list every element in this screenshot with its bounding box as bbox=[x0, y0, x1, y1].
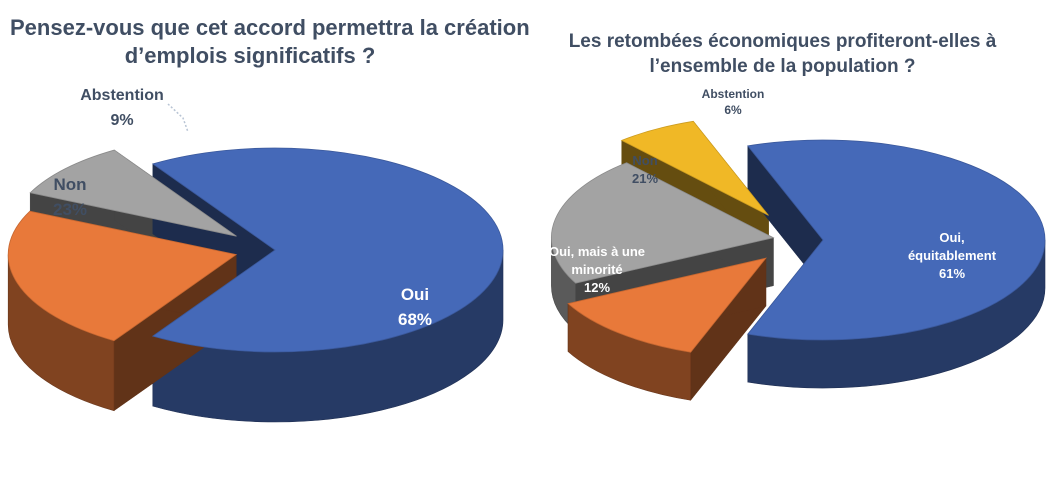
slice-value-label: 21% bbox=[632, 171, 658, 186]
chart-title-retombees: Les retombées économiques profiteront-el… bbox=[555, 30, 1010, 79]
slice-value-label: 12% bbox=[584, 280, 610, 295]
pie-labels: Oui, équitablement 61% Oui, mais à une minor… bbox=[549, 87, 997, 295]
pie-slice-oui-mais-a-une-minorite bbox=[567, 257, 767, 353]
chart-title-line: d’emplois significatifs ? bbox=[124, 43, 376, 69]
slice-category-label: Oui bbox=[401, 285, 429, 304]
slice-value-label: 9% bbox=[110, 112, 133, 129]
slice-category-label: Oui, mais à une bbox=[549, 244, 645, 259]
abstention-leader-line bbox=[167, 103, 189, 133]
chart-title-line: Les retombées économiques profiteront-el… bbox=[568, 31, 997, 52]
slice-value-label: 68% bbox=[398, 310, 432, 329]
slice-value-label: 6% bbox=[724, 103, 742, 117]
slice-category-label: Oui, bbox=[939, 230, 964, 245]
pie-slice-oui bbox=[151, 147, 504, 353]
slice-category-label: Non bbox=[632, 153, 657, 168]
pie-slice-non bbox=[7, 210, 238, 342]
pie-chart-2: Oui, équitablement 61% Oui, mais à une minor… bbox=[549, 87, 1046, 401]
pie-chart-1: Oui 68% Non 23% Abstention 9% bbox=[7, 87, 504, 423]
slice-category-label: minorité bbox=[571, 262, 622, 277]
slice-category-label: Abstention bbox=[702, 87, 765, 101]
chart-title-line: Pensez-vous que cet accord permettra la … bbox=[10, 15, 530, 40]
chart-title-emplois: Pensez-vous que cet accord permettra la … bbox=[10, 14, 530, 70]
pie-slices bbox=[7, 147, 504, 353]
slice-category-label: Abstention bbox=[80, 87, 164, 104]
pie-slice-oui-equitablement bbox=[747, 139, 1046, 341]
slice-value-label: 23% bbox=[53, 200, 87, 219]
slice-value-label: 61% bbox=[939, 266, 965, 281]
slice-category-label: équitablement bbox=[908, 248, 997, 263]
slice-category-label: Non bbox=[53, 175, 86, 194]
pie-slice-abstention bbox=[620, 120, 769, 216]
pie-slice-abstention bbox=[29, 149, 237, 237]
chart-title-line: l’ensemble de la population ? bbox=[649, 55, 916, 77]
pie-labels: Oui 68% Non 23% Abstention 9% bbox=[53, 87, 432, 329]
pie-slices bbox=[551, 120, 1046, 353]
pie-slice-non bbox=[551, 162, 775, 284]
